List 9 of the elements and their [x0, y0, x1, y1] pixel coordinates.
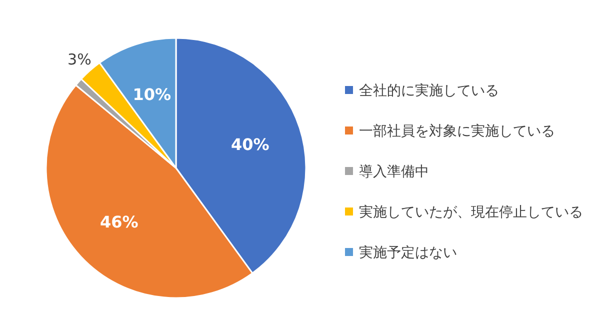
legend-label: 全社的に実施している	[359, 83, 499, 99]
legend-label: 実施していたが、現在停止している	[359, 204, 583, 220]
data-label: 10%	[132, 84, 172, 104]
data-label: 3%	[68, 50, 92, 68]
legend-label: 導入準備中	[359, 164, 429, 180]
data-label: 40%	[231, 134, 270, 154]
legend-label: 実施予定はない	[359, 245, 457, 261]
data-label: 46%	[100, 212, 138, 232]
legend-label: 一部社員を対象に実施している	[359, 124, 555, 140]
